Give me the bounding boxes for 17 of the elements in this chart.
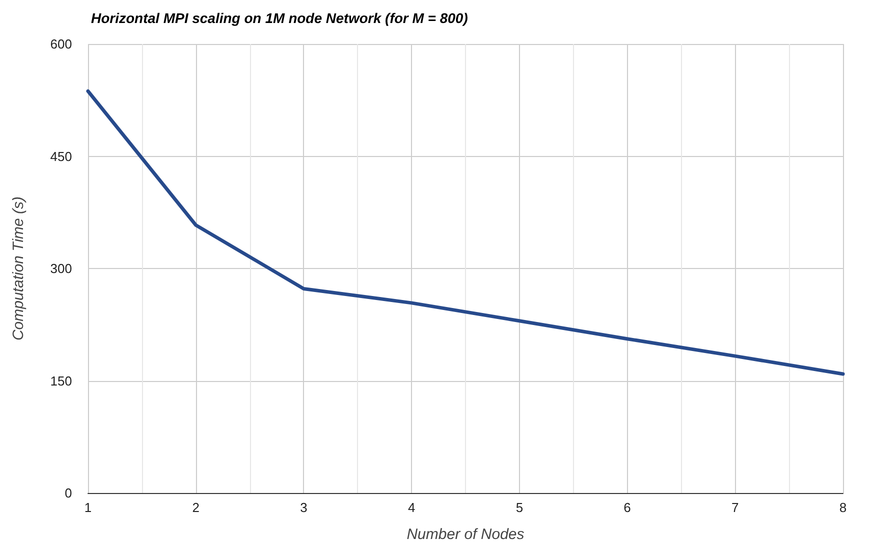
x-tick-label: 1	[84, 500, 92, 515]
x-tick-label: 8	[839, 500, 847, 515]
x-axis-title: Number of Nodes	[406, 526, 525, 543]
y-tick-label: 300	[50, 261, 72, 276]
chart-title: Horizontal MPI scaling on 1M node Network (for M = 800)	[91, 10, 468, 26]
line-series	[86, 89, 845, 376]
y-tick-label: 150	[50, 373, 72, 388]
x-tick-label: 4	[408, 500, 416, 515]
x-tick-label: 3	[300, 500, 308, 515]
y-axis-title: Computation Time (s)	[10, 196, 27, 341]
x-tick-label: 7	[732, 500, 739, 515]
x-tick-label: 5	[516, 500, 524, 515]
x-tick-label: 2	[192, 500, 200, 515]
y-tick-label: 450	[50, 148, 72, 164]
x-tick-label: 6	[624, 500, 631, 515]
y-tick-label: 0	[64, 486, 72, 500]
y-tick-label: 600	[50, 36, 72, 52]
